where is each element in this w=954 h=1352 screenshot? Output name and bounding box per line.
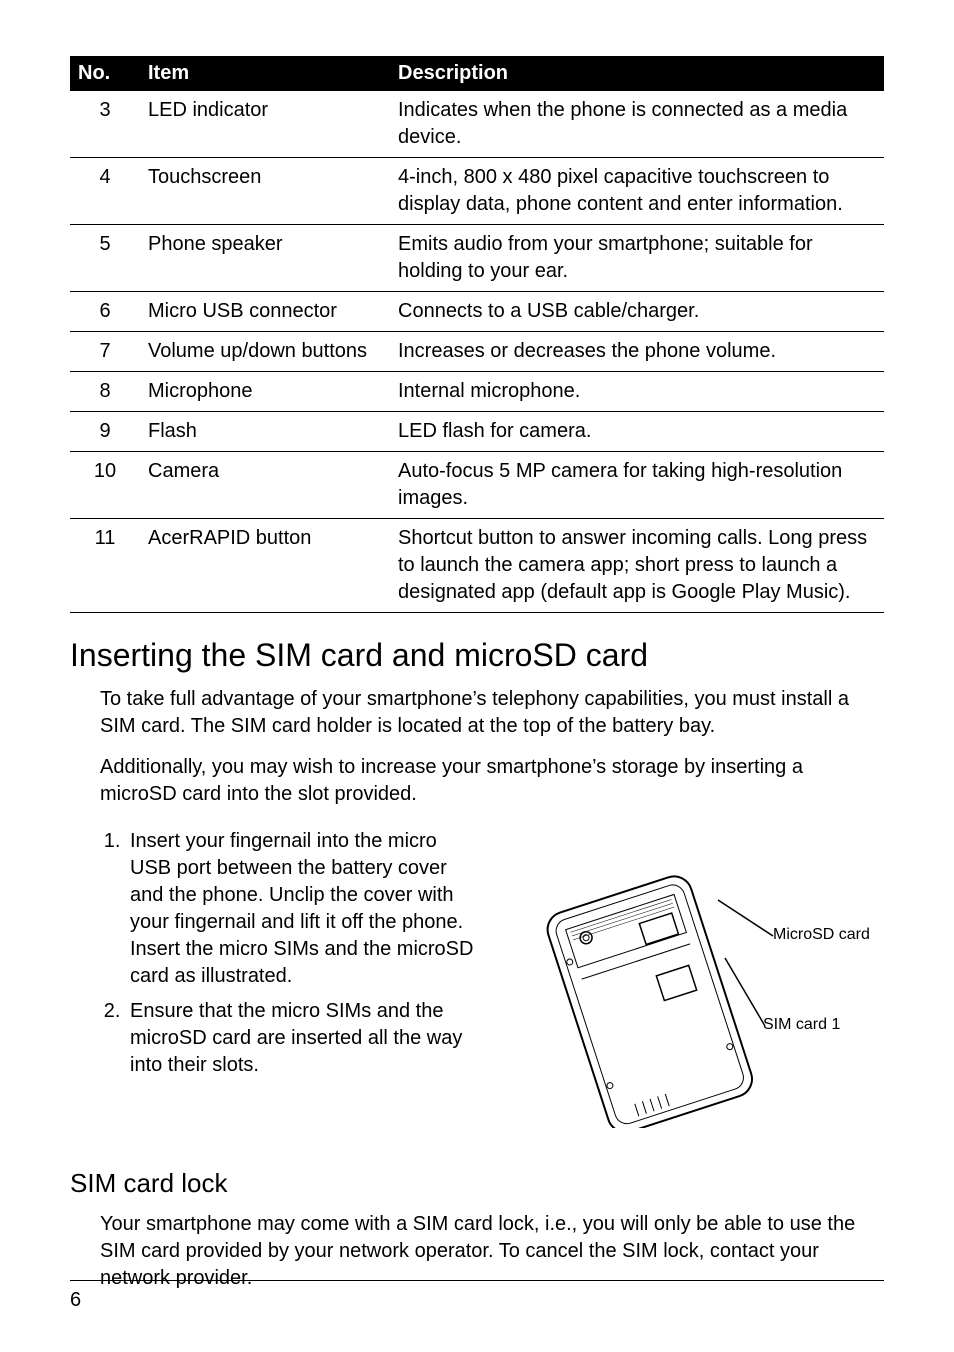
- label-microsd: MicroSD card: [773, 926, 870, 944]
- section-title-simlock: SIM card lock: [70, 1168, 884, 1199]
- cell-no: 4: [70, 158, 140, 225]
- label-sim1: SIM card 1: [763, 1016, 840, 1034]
- step-1: Insert your fingernail into the micro US…: [126, 828, 482, 990]
- cell-desc: Indicates when the phone is connected as…: [390, 91, 884, 158]
- cell-no: 6: [70, 292, 140, 332]
- steps-list: Insert your fingernail into the micro US…: [100, 828, 482, 1079]
- table-row: 10CameraAuto-focus 5 MP camera for takin…: [70, 452, 884, 519]
- table-row: 6Micro USB connectorConnects to a USB ca…: [70, 292, 884, 332]
- cell-item: LED indicator: [140, 91, 390, 158]
- cell-item: Phone speaker: [140, 225, 390, 292]
- cell-desc: Emits audio from your smartphone; suitab…: [390, 225, 884, 292]
- cell-no: 3: [70, 91, 140, 158]
- cell-no: 8: [70, 372, 140, 412]
- th-item: Item: [140, 56, 390, 91]
- cell-desc: Shortcut button to answer incoming calls…: [390, 519, 884, 613]
- spec-table: No. Item Description 3LED indicatorIndic…: [70, 56, 884, 613]
- cell-desc: LED flash for camera.: [390, 412, 884, 452]
- table-row: 8MicrophoneInternal microphone.: [70, 372, 884, 412]
- step-2: Ensure that the micro SIMs and the micro…: [126, 998, 482, 1079]
- cell-no: 7: [70, 332, 140, 372]
- cell-item: Microphone: [140, 372, 390, 412]
- cell-no: 5: [70, 225, 140, 292]
- cell-item: Flash: [140, 412, 390, 452]
- cell-item: AcerRAPID button: [140, 519, 390, 613]
- table-row: 4Touchscreen4-inch, 800 x 480 pixel capa…: [70, 158, 884, 225]
- cell-desc: Internal microphone.: [390, 372, 884, 412]
- th-no: No.: [70, 56, 140, 91]
- table-row: 3LED indicatorIndicates when the phone i…: [70, 91, 884, 158]
- para-sim-intro: To take full advantage of your smartphon…: [100, 686, 884, 740]
- cell-desc: Connects to a USB cable/charger.: [390, 292, 884, 332]
- cell-desc: Increases or decreases the phone volume.: [390, 332, 884, 372]
- cell-item: Touchscreen: [140, 158, 390, 225]
- cell-no: 10: [70, 452, 140, 519]
- page-number: 6: [70, 1289, 81, 1311]
- cell-no: 9: [70, 412, 140, 452]
- table-row: 5Phone speakerEmits audio from your smar…: [70, 225, 884, 292]
- cell-item: Volume up/down buttons: [140, 332, 390, 372]
- phone-diagram: MicroSD card SIM card 1: [503, 828, 883, 1128]
- cell-item: Micro USB connector: [140, 292, 390, 332]
- cell-desc: Auto-focus 5 MP camera for taking high-r…: [390, 452, 884, 519]
- para-microsd-intro: Additionally, you may wish to increase y…: [100, 754, 884, 808]
- cell-desc: 4-inch, 800 x 480 pixel capacitive touch…: [390, 158, 884, 225]
- cell-item: Camera: [140, 452, 390, 519]
- section-title-sim-microsd: Inserting the SIM card and microSD card: [70, 637, 884, 674]
- table-row: 9FlashLED flash for camera.: [70, 412, 884, 452]
- table-row: 11AcerRAPID buttonShortcut button to ans…: [70, 519, 884, 613]
- th-desc: Description: [390, 56, 884, 91]
- cell-no: 11: [70, 519, 140, 613]
- phone-svg: [503, 828, 883, 1128]
- table-row: 7Volume up/down buttonsIncreases or decr…: [70, 332, 884, 372]
